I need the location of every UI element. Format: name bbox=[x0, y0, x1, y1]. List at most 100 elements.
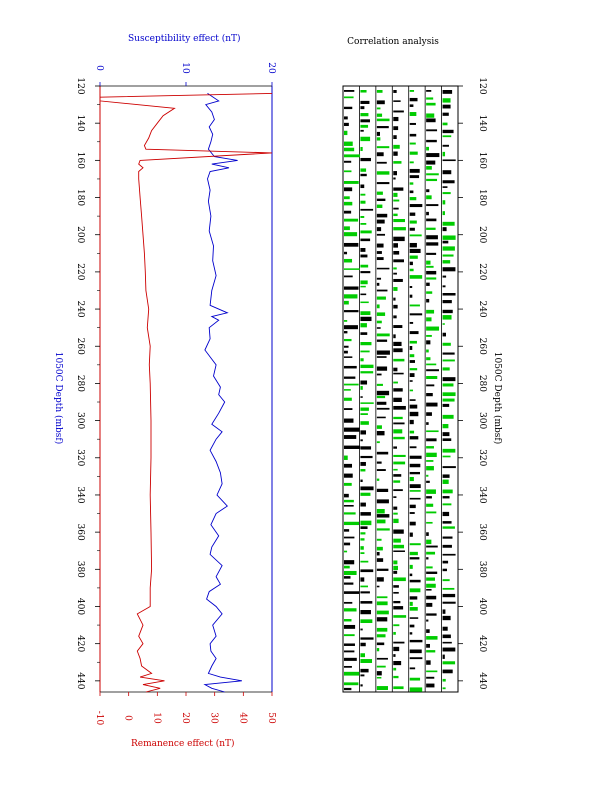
left-depth-tick-label: 400 bbox=[75, 598, 85, 615]
susceptibility-tick-label: 10 bbox=[180, 62, 190, 74]
correlation-positive-mark bbox=[344, 504, 354, 507]
correlation-positive-mark bbox=[409, 380, 413, 382]
correlation-positive-mark bbox=[376, 407, 390, 410]
correlation-positive-mark bbox=[344, 542, 351, 546]
correlation-positive-mark bbox=[442, 293, 456, 296]
correlation-positive-mark bbox=[360, 396, 363, 398]
right-depth-tick-label: 120 bbox=[477, 77, 487, 94]
remanence-tick-label: 30 bbox=[209, 712, 219, 724]
correlation-negative-mark bbox=[426, 334, 432, 337]
correlation-positive-mark bbox=[442, 104, 451, 109]
correlation-negative-mark bbox=[376, 519, 386, 524]
correlation-negative-mark bbox=[409, 161, 414, 164]
correlation-negative-mark bbox=[426, 363, 437, 366]
correlation-positive-mark bbox=[409, 446, 417, 449]
correlation-positive-mark bbox=[376, 416, 386, 419]
correlation-negative-mark bbox=[344, 180, 359, 184]
correlation-positive-mark bbox=[409, 471, 421, 475]
correlation-negative-mark bbox=[344, 232, 358, 237]
correlation-positive-mark bbox=[360, 293, 367, 296]
correlation-positive-mark bbox=[426, 384, 435, 387]
correlation-negative-mark bbox=[360, 560, 369, 563]
correlation-negative-mark bbox=[376, 441, 380, 444]
correlation-positive-mark bbox=[442, 654, 445, 659]
correlation-positive-mark bbox=[376, 277, 382, 280]
correlation-positive-mark bbox=[442, 285, 446, 288]
correlation-negative-mark bbox=[426, 636, 438, 640]
correlation-negative-mark bbox=[409, 564, 413, 569]
correlation-positive-mark bbox=[426, 270, 437, 275]
correlation-positive-mark bbox=[376, 243, 384, 248]
correlation-positive-mark bbox=[393, 591, 399, 594]
correlation-negative-mark bbox=[393, 675, 399, 679]
correlation-positive-mark bbox=[409, 667, 416, 670]
correlation-positive-mark bbox=[344, 210, 352, 214]
correlation-positive-mark bbox=[376, 327, 381, 329]
correlation-negative-mark bbox=[376, 528, 390, 531]
correlation-negative-mark bbox=[376, 546, 383, 551]
correlation-positive-mark bbox=[393, 250, 400, 255]
correlation-negative-mark bbox=[426, 146, 430, 151]
correlation-positive-mark bbox=[426, 571, 438, 574]
correlation-negative-mark bbox=[344, 619, 352, 622]
correlation-negative-mark bbox=[393, 227, 406, 231]
correlation-negative-mark bbox=[426, 113, 435, 118]
correlation-positive-mark bbox=[426, 282, 430, 286]
correlation-positive-mark bbox=[409, 261, 413, 266]
correlation-negative-mark bbox=[393, 267, 397, 270]
right-depth-tick-label: 340 bbox=[477, 486, 487, 503]
correlation-negative-mark bbox=[442, 661, 456, 665]
correlation-positive-mark bbox=[344, 90, 355, 92]
correlation-positive-mark bbox=[426, 393, 433, 397]
correlation-negative-mark bbox=[393, 218, 405, 223]
susceptibility-tick-label: 0 bbox=[94, 65, 104, 71]
correlation-positive-mark bbox=[442, 601, 456, 604]
right-panel: Correlation analysis 1050C Depth (mbsf) … bbox=[342, 37, 503, 693]
correlation-positive-mark bbox=[409, 411, 419, 417]
correlation-positive-mark bbox=[360, 332, 368, 335]
correlation-negative-mark bbox=[442, 526, 455, 529]
correlation-positive-mark bbox=[442, 474, 450, 478]
correlation-positive-mark bbox=[409, 617, 419, 619]
correlation-negative-mark bbox=[426, 260, 431, 265]
correlation-negative-mark bbox=[376, 137, 381, 141]
correlation-negative-mark bbox=[376, 320, 382, 324]
correlation-positive-mark bbox=[376, 469, 386, 471]
correlation-positive-mark bbox=[360, 569, 374, 573]
correlation-negative-mark bbox=[360, 146, 363, 152]
correlation-positive-mark bbox=[442, 553, 456, 556]
correlation-positive-mark bbox=[344, 560, 355, 565]
correlation-negative-mark bbox=[393, 615, 407, 618]
correlation-positive-mark bbox=[393, 110, 404, 113]
correlation-negative-mark bbox=[376, 90, 383, 93]
correlation-negative-mark bbox=[393, 199, 400, 202]
correlation-positive-mark bbox=[360, 479, 363, 483]
right-depth-tick-label: 160 bbox=[477, 152, 487, 169]
remanence-tick-label: -10 bbox=[94, 711, 104, 726]
correlation-positive-mark bbox=[409, 455, 422, 459]
correlation-positive-mark bbox=[393, 187, 404, 191]
correlation-positive-mark bbox=[393, 272, 397, 275]
correlation-negative-mark bbox=[393, 381, 398, 384]
correlation-negative-mark bbox=[426, 195, 432, 200]
correlation-positive-mark bbox=[426, 676, 435, 679]
correlation-negative-mark bbox=[360, 469, 366, 472]
correlation-positive-mark bbox=[360, 591, 370, 594]
correlation-negative-mark bbox=[426, 349, 429, 353]
correlation-positive-mark bbox=[376, 366, 388, 371]
correlation-negative-mark bbox=[344, 455, 348, 460]
correlation-positive-mark bbox=[344, 365, 357, 369]
correlation-negative-mark bbox=[442, 200, 446, 205]
correlation-positive-mark bbox=[409, 504, 416, 509]
correlation-negative-mark bbox=[442, 687, 446, 690]
correlation-negative-mark bbox=[360, 659, 373, 663]
correlation-negative-mark bbox=[409, 151, 418, 155]
correlation-positive-mark bbox=[360, 173, 367, 177]
right-depth-tick-label: 380 bbox=[477, 561, 487, 578]
correlation-positive-mark bbox=[344, 331, 348, 334]
correlation-positive-mark bbox=[442, 544, 452, 548]
correlation-negative-mark bbox=[376, 296, 386, 300]
correlation-negative-mark bbox=[344, 130, 348, 136]
correlation-positive-mark bbox=[344, 582, 354, 585]
correlation-negative-mark bbox=[344, 512, 356, 515]
